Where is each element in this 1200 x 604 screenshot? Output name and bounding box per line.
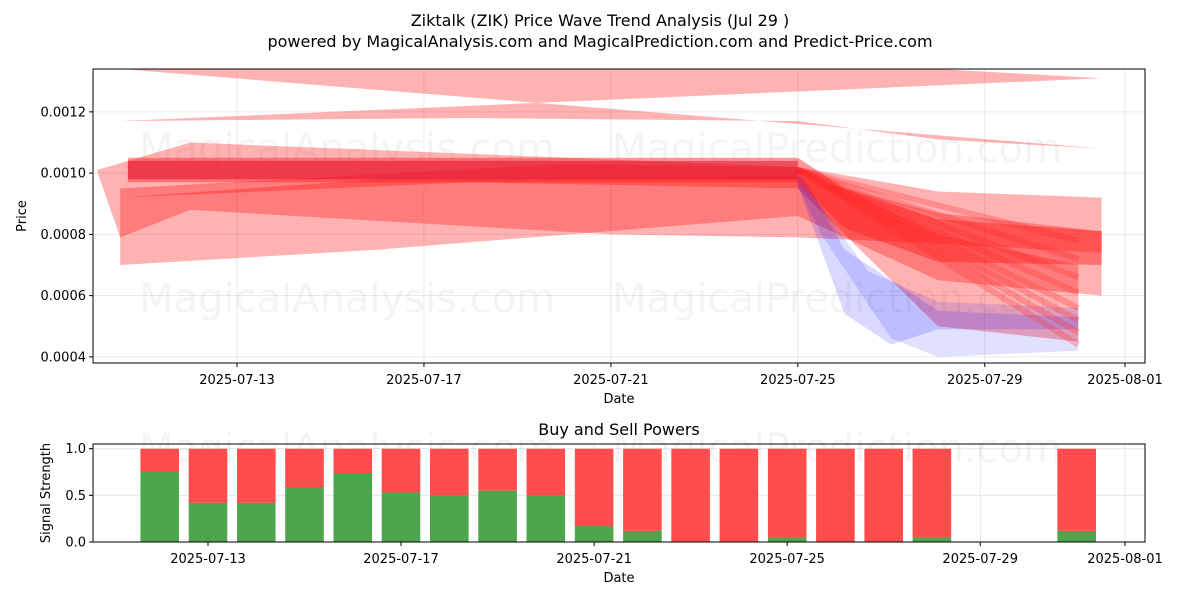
sell-bar (237, 448, 276, 503)
chart-subtitle: powered by MagicalAnalysis.com and Magic… (267, 32, 932, 51)
price-bands (96, 69, 1102, 357)
price-x-tick-label: 2025-07-25 (760, 373, 836, 388)
sell-bar (285, 448, 324, 487)
buy-bar (574, 526, 614, 542)
price-plot-frame (92, 68, 1146, 364)
sell-bar (816, 448, 855, 542)
signal-plot: Buy and Sell Powers MagicalAnalysis.com … (39, 420, 1163, 586)
sell-bar (623, 448, 662, 531)
buy-bar (285, 486, 324, 542)
watermark-analysis-2: MagicalAnalysis.com (139, 276, 555, 322)
price-y-tick-label: 0.0006 (41, 289, 87, 304)
price-y-tick-label: 0.0012 (41, 105, 87, 120)
red-fan-line (796, 167, 1080, 311)
chart-title: Ziktalk (ZIK) Price Wave Trend Analysis … (411, 11, 790, 30)
signal-x-tick-label: 2025-07-21 (556, 552, 632, 567)
sell-bar (333, 448, 373, 473)
red-fan-line (796, 167, 1080, 296)
price-x-tick-label: 2025-07-21 (573, 373, 649, 388)
buy-bar (526, 495, 566, 542)
red-fan-line (796, 167, 1080, 281)
red-fan-line (796, 167, 1080, 335)
signal-y-axis-label: Signal Strength (39, 443, 54, 543)
blue-prediction-band (797, 173, 1079, 357)
signal-x-tick-label: 2025-08-01 (1087, 552, 1163, 567)
price-y-axis-label: Price (15, 200, 30, 232)
buy-bar (912, 537, 952, 542)
signal-x-axis-label: Date (603, 571, 634, 586)
price-y-ticks: 0.0004 0.0006 0.0008 0.0010 0.0012 (41, 105, 93, 365)
signal-y-ticks: 0.0 0.5 1.0 (65, 442, 93, 551)
signal-x-tick-label: 2025-07-17 (363, 552, 439, 567)
price-x-tick-label: 2025-07-13 (199, 373, 275, 388)
sell-bar (381, 448, 421, 493)
buy-bar (237, 502, 276, 542)
buy-bar (188, 502, 228, 542)
sell-bar (912, 448, 952, 538)
signal-x-tick-label: 2025-07-25 (749, 552, 825, 567)
buy-bar (623, 530, 662, 542)
sell-bar (430, 448, 469, 496)
price-x-axis-label: Date (603, 392, 634, 407)
price-x-tick-label: 2025-07-29 (947, 373, 1023, 388)
price-x-tick-label: 2025-07-17 (386, 373, 462, 388)
signal-bars (140, 448, 1096, 542)
price-y-tick-label: 0.0008 (41, 228, 87, 243)
buy-bar (140, 472, 179, 542)
red-fan-line (796, 167, 1080, 262)
sell-bar (767, 448, 807, 538)
buy-bar (430, 495, 469, 542)
central-trend-core (127, 160, 798, 180)
price-y-tick-label: 0.0004 (41, 350, 87, 365)
sell-bar (864, 448, 903, 542)
signal-chart-title: Buy and Sell Powers (538, 420, 700, 439)
buy-bar (478, 490, 517, 542)
red-fan-line (796, 167, 1080, 348)
price-plot: MagicalAnalysis.com MagicalPrediction.co… (15, 68, 1163, 407)
sell-bar (140, 448, 179, 472)
watermark-prediction-2: MagicalPrediction.com (612, 276, 1062, 322)
buy-bar (767, 537, 807, 542)
sell-bar (574, 448, 614, 527)
sell-bar (1057, 448, 1096, 531)
sell-bar (188, 448, 228, 503)
sell-bar (671, 448, 710, 542)
sell-bar (478, 448, 517, 491)
signal-plot-frame (92, 443, 1146, 543)
red-prediction-band (120, 163, 1079, 342)
blue-prediction-band (797, 167, 1079, 345)
signal-y-tick-label: 1.0 (65, 442, 86, 457)
signal-y-tick-label: 0.0 (65, 536, 86, 551)
sell-bar (719, 448, 759, 542)
red-fan-line (797, 167, 1080, 244)
signal-x-tick-label: 2025-07-13 (170, 552, 246, 567)
red-prediction-band (120, 176, 1102, 296)
sell-bar (526, 448, 566, 496)
price-x-tick-label: 2025-08-01 (1087, 373, 1163, 388)
red-fan-line (796, 167, 1080, 323)
signal-y-tick-label: 0.5 (65, 489, 86, 504)
signal-x-ticks: 2025-07-13 2025-07-17 2025-07-21 2025-07-25… (170, 542, 1163, 567)
buy-bar (381, 492, 421, 542)
price-x-ticks: 2025-07-13 2025-07-17 2025-07-21 2025-07-25… (199, 363, 1163, 388)
price-grid (93, 69, 1145, 363)
buy-bar (333, 472, 373, 542)
buy-bar (1057, 530, 1096, 542)
red-prediction-band (120, 69, 1102, 149)
price-y-tick-label: 0.0010 (41, 167, 87, 182)
signal-x-tick-label: 2025-07-29 (942, 552, 1018, 567)
